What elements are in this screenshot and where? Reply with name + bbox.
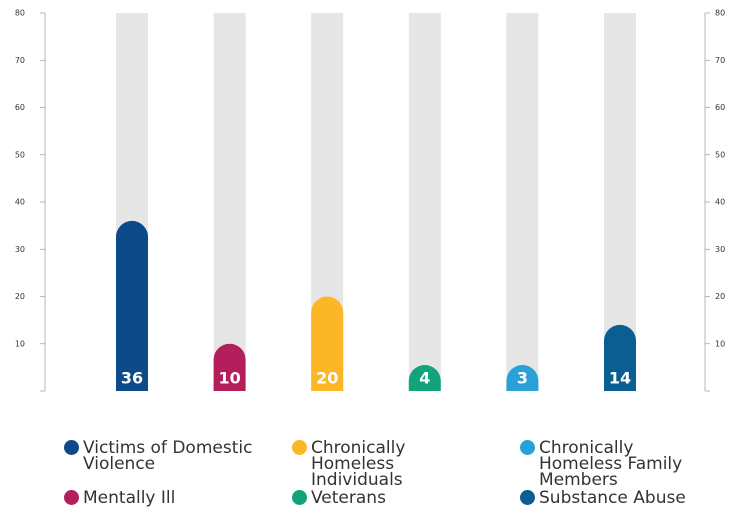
bar [213,343,246,391]
y-tick-label: 20 [15,292,25,301]
legend-swatch [292,440,307,455]
bar-track [213,13,246,391]
legend-swatch [292,490,307,505]
bar-track [408,13,441,391]
legend-label: Chronically Homeless Family Members [539,438,683,490]
y-tick-label: 10 [15,339,25,348]
bar [408,365,441,391]
legend-label: Victims of Domestic Violence [83,438,253,474]
bar [311,296,344,391]
y-tick-label: 80 [715,9,725,18]
value-label: 4 [419,369,430,388]
legend-item: Victims of Domestic Violence [64,440,292,490]
legend-label: Chronically Homeless Individuals [311,438,406,490]
legend-swatch [520,490,535,505]
y-tick-label: 30 [15,245,25,254]
y-tick-label: 30 [715,245,725,254]
chart: 10 10 20 20 30 30 40 40 50 50 60 60 70 70 80 80 36 10 20 4 3… [15,9,725,392]
legend-item: Chronically Homeless Individuals [292,440,520,490]
y-tick-label: 40 [715,198,725,207]
y-tick-label: 80 [15,9,25,18]
bar [506,364,539,391]
y-tick-label: 70 [715,56,725,65]
legend: Victims of Domestic Violence Mentally Ill… [64,440,744,518]
value-label: 36 [121,369,143,388]
y-tick-label: 40 [15,198,25,207]
legend-label: Veterans [311,488,386,508]
legend-swatch [64,490,79,505]
legend-label: Mentally Ill [83,488,176,508]
legend-item: Mentally Ill [64,490,292,518]
y-tick-label: 50 [715,150,725,159]
y-tick-label: 10 [715,339,725,348]
legend-item: Veterans [292,490,520,518]
value-label: 20 [316,369,338,388]
y-tick-label: 60 [715,103,725,112]
y-tick-label: 20 [715,292,725,301]
legend-item: Chronically Homeless Family Members [520,440,744,490]
y-tick-label: 70 [15,56,25,65]
y-tick-label: 60 [15,103,25,112]
bar [116,220,148,391]
legend-label: Substance Abuse [539,488,686,508]
value-label: 10 [218,369,240,388]
y-tick-label: 50 [15,150,25,159]
legend-swatch [64,440,79,455]
bar [604,324,636,391]
value-label: 3 [517,369,528,388]
legend-swatch [520,440,535,455]
value-label: 14 [609,369,631,388]
legend-item: Substance Abuse [520,490,744,518]
bar-track [506,13,539,391]
